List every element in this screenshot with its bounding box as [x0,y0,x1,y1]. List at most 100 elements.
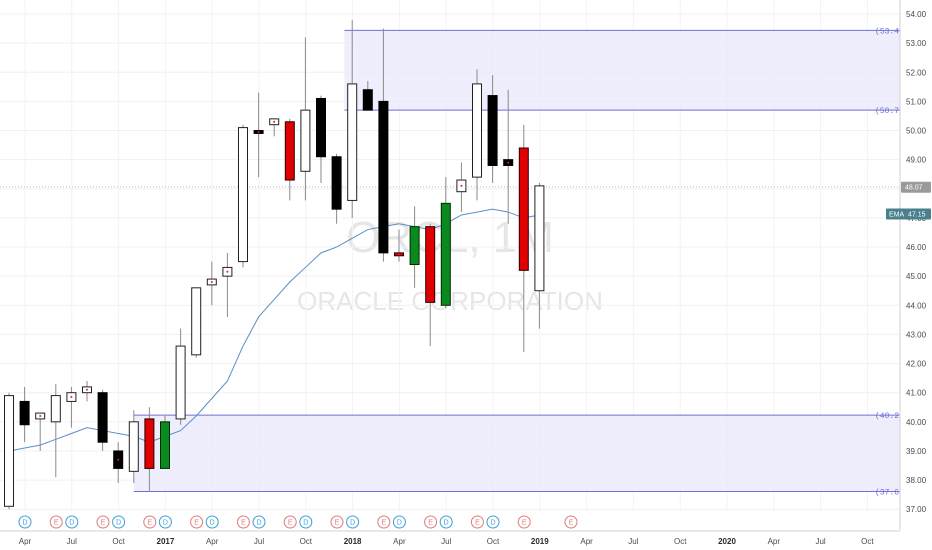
candle[interactable] [362,80,373,111]
candle[interactable] [456,162,467,213]
earnings-marker[interactable]: E [49,515,63,529]
candle[interactable] [425,223,436,347]
candle[interactable] [316,95,326,183]
event-circle[interactable] [18,515,32,529]
event-circle[interactable] [486,515,500,529]
candle[interactable] [253,92,264,178]
candle-body[interactable] [238,127,248,263]
candle-body[interactable] [144,418,155,469]
candle-body[interactable] [50,395,61,423]
earnings-marker[interactable]: E [190,515,204,529]
event-circle[interactable] [252,515,266,529]
earnings-marker[interactable]: E [424,515,438,529]
event-circle[interactable] [330,515,344,529]
candle[interactable] [394,229,404,262]
candle[interactable] [66,386,77,428]
candle[interactable] [440,177,451,309]
candle-body[interactable] [409,226,420,266]
earnings-marker[interactable]: E [236,515,250,529]
earnings-marker[interactable]: E [283,515,297,529]
candle[interactable] [347,19,358,218]
event-circle[interactable] [205,515,219,529]
candle[interactable] [378,28,389,262]
candle-body[interactable] [425,226,436,303]
candle[interactable] [409,206,420,288]
dividend-marker[interactable]: D [65,515,79,529]
candle[interactable] [128,410,139,483]
candle-body[interactable] [4,395,14,507]
candle-body[interactable] [440,202,451,306]
event-circle[interactable] [158,515,172,529]
dividend-marker[interactable]: D [486,515,500,529]
candle[interactable] [284,118,295,201]
candle-body[interactable] [160,421,170,469]
candle[interactable] [331,153,342,224]
earnings-marker[interactable]: E [564,515,578,529]
event-circle[interactable] [392,515,406,529]
event-circle[interactable] [65,515,79,529]
candle[interactable] [97,389,108,451]
event-circle[interactable] [346,515,360,529]
candle-body[interactable] [487,95,498,166]
candle[interactable] [113,442,124,483]
candle[interactable] [175,328,186,425]
dividend-marker[interactable]: D [299,515,313,529]
event-circle[interactable] [564,515,578,529]
event-circle[interactable] [96,515,110,529]
candle-body[interactable] [191,287,202,356]
event-circle[interactable] [377,515,391,529]
candle[interactable] [300,37,311,201]
candle[interactable] [238,124,248,268]
event-circle[interactable] [236,515,250,529]
candle-body[interactable] [316,97,326,158]
candle-body[interactable] [472,83,482,178]
candle[interactable] [472,69,482,201]
event-circle[interactable] [49,515,63,529]
candle[interactable] [191,287,202,358]
candle-body[interactable] [175,345,186,420]
candle[interactable] [487,75,498,183]
earnings-marker[interactable]: E [470,515,484,529]
candle[interactable] [269,118,280,137]
candle-body[interactable] [347,83,358,201]
earnings-marker[interactable]: E [517,515,531,529]
candle[interactable] [206,261,217,306]
earnings-marker[interactable]: E [330,515,344,529]
candle[interactable] [160,415,170,469]
dividend-marker[interactable]: D [18,515,32,529]
dividend-marker[interactable]: D [392,515,406,529]
candle-body[interactable] [378,100,389,254]
dividend-marker[interactable]: D [205,515,219,529]
event-circle[interactable] [517,515,531,529]
event-circle[interactable] [190,515,204,529]
candle-body[interactable] [518,147,529,271]
candle[interactable] [50,383,61,478]
candle-body[interactable] [362,89,373,111]
event-circle[interactable] [299,515,313,529]
earnings-marker[interactable]: E [143,515,157,529]
candle[interactable] [534,182,545,329]
candle-body[interactable] [300,109,311,172]
event-circle[interactable] [283,515,297,529]
candle-body[interactable] [128,421,139,472]
candle[interactable] [503,89,514,224]
event-circle[interactable] [112,515,126,529]
candle-body[interactable] [331,156,342,210]
dividend-marker[interactable]: D [112,515,126,529]
dividend-marker[interactable]: D [252,515,266,529]
candle-body[interactable] [97,392,108,443]
candle-body[interactable] [534,185,545,292]
earnings-marker[interactable]: E [377,515,391,529]
candle[interactable] [518,124,529,352]
earnings-marker[interactable]: E [96,515,110,529]
event-circle[interactable] [439,515,453,529]
candle[interactable] [19,386,30,443]
candle-body[interactable] [19,400,30,426]
event-circle[interactable] [424,515,438,529]
candle[interactable] [222,252,233,317]
candle[interactable] [35,412,46,451]
candle-body[interactable] [284,121,295,181]
